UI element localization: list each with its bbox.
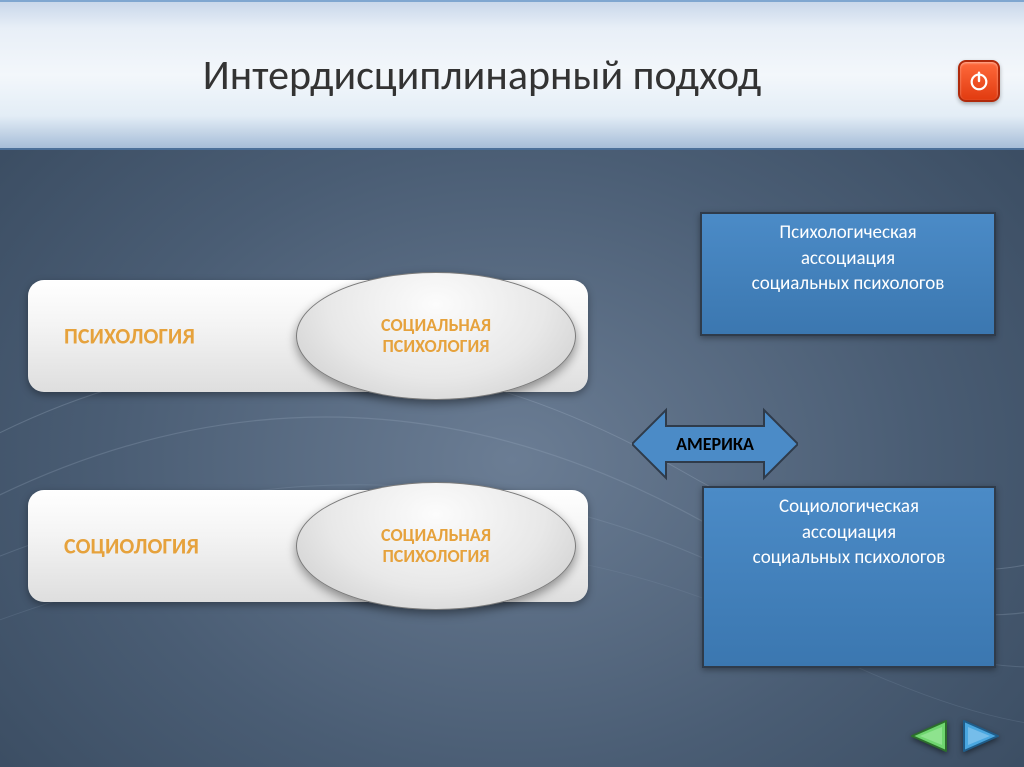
content-area: ПСИХОЛОГИЯ СОЦИАЛЬНАЯ ПСИХОЛОГИЯ СОЦИОЛО… — [0, 150, 1024, 767]
ellipse-2-text: СОЦИАЛЬНАЯ ПСИХОЛОГИЯ — [381, 525, 491, 566]
sociology-label: СОЦИОЛОГИЯ — [64, 533, 199, 560]
nav-controls — [908, 719, 1002, 753]
ellipse-1-line2: ПСИХОЛОГИЯ — [382, 335, 489, 357]
next-button[interactable] — [962, 719, 1002, 753]
social-psych-ellipse-1: СОЦИАЛЬНАЯ ПСИХОЛОГИЯ — [296, 272, 576, 400]
ellipse-2-line1: СОЦИАЛЬНАЯ — [381, 524, 491, 546]
america-double-arrow: АМЕРИКА — [632, 406, 798, 482]
psych-assoc-line2: ассоциация — [702, 246, 994, 272]
psych-assoc-line3: социальных психологов — [702, 271, 994, 297]
ellipse-2-line2: ПСИХОЛОГИЯ — [382, 545, 489, 567]
psychology-label: ПСИХОЛОГИЯ — [64, 323, 195, 350]
soc-assoc-line2: ассоциация — [704, 520, 994, 546]
slide: Интердисциплинарный подход ПСИХОЛОГИЯ СО… — [0, 0, 1024, 767]
psych-assoc-line1: Психологическая — [702, 220, 994, 246]
social-psych-ellipse-2: СОЦИАЛЬНАЯ ПСИХОЛОГИЯ — [296, 482, 576, 610]
ellipse-1-text: СОЦИАЛЬНАЯ ПСИХОЛОГИЯ — [381, 315, 491, 356]
soc-association-box: Социологическая ассоциация социальных пс… — [702, 486, 996, 668]
prev-button[interactable] — [908, 719, 948, 753]
header-bar: Интердисциплинарный подход — [0, 0, 1024, 150]
america-label: АМЕРИКА — [632, 406, 798, 482]
soc-assoc-line1: Социологическая — [704, 494, 994, 520]
psych-association-box: Психологическая ассоциация социальных пс… — [700, 212, 996, 336]
page-title: Интердисциплинарный подход — [0, 50, 1024, 101]
power-icon — [968, 70, 990, 92]
ellipse-1-line1: СОЦИАЛЬНАЯ — [381, 314, 491, 336]
soc-assoc-line3: социальных психологов — [704, 545, 994, 571]
power-button[interactable] — [958, 60, 1000, 102]
